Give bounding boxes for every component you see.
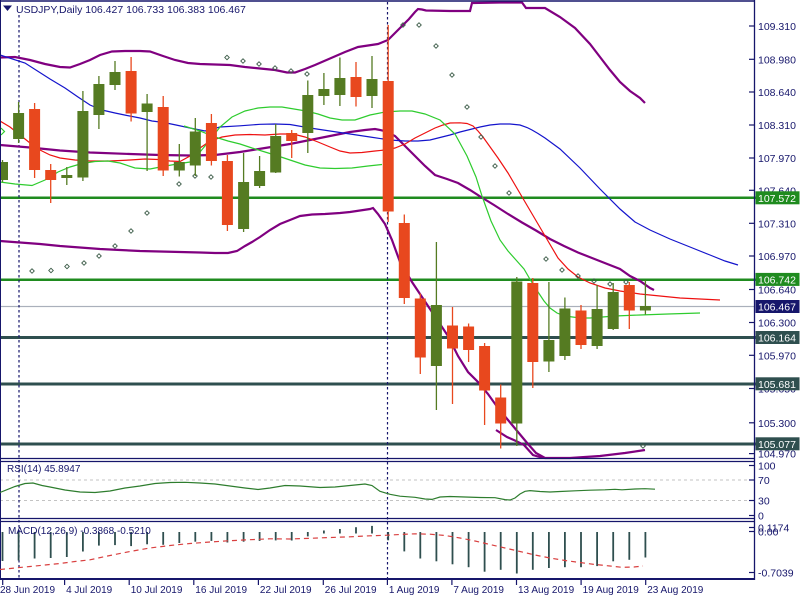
svg-text:28 Jun 2019: 28 Jun 2019 xyxy=(0,585,55,596)
svg-text:107.572: 107.572 xyxy=(758,193,796,205)
svg-text:109.310: 109.310 xyxy=(758,21,796,33)
svg-text:13 Aug 2019: 13 Aug 2019 xyxy=(518,585,575,596)
svg-text:100: 100 xyxy=(758,461,776,473)
svg-text:105.300: 105.300 xyxy=(758,418,796,430)
svg-text:108.640: 108.640 xyxy=(758,87,796,99)
svg-text:30: 30 xyxy=(758,496,770,508)
svg-text:107.970: 107.970 xyxy=(758,153,796,165)
svg-text:RSI(14) 45.8947: RSI(14) 45.8947 xyxy=(7,464,81,475)
svg-text:70: 70 xyxy=(758,475,770,487)
svg-text:22 Jul 2019: 22 Jul 2019 xyxy=(260,585,312,596)
svg-text:106.300: 106.300 xyxy=(758,318,796,330)
svg-text:1 Aug 2019: 1 Aug 2019 xyxy=(389,585,440,596)
svg-text:0.1174: 0.1174 xyxy=(758,523,789,535)
svg-text:106.640: 106.640 xyxy=(758,285,796,297)
svg-text:106.742: 106.742 xyxy=(758,274,796,286)
svg-text:MACD(12,26,9) -0.3868 -0.5210: MACD(12,26,9) -0.3868 -0.5210 xyxy=(8,526,151,537)
svg-text:0.00: 0.00 xyxy=(758,527,779,539)
svg-text:7 Aug 2019: 7 Aug 2019 xyxy=(453,585,504,596)
svg-text:105.681: 105.681 xyxy=(758,379,796,391)
svg-text:108.980: 108.980 xyxy=(758,54,796,66)
svg-text:-0.7039: -0.7039 xyxy=(758,568,794,580)
svg-text:106.970: 106.970 xyxy=(758,251,796,263)
svg-text:108.310: 108.310 xyxy=(758,120,796,132)
svg-text:16 Jul 2019: 16 Jul 2019 xyxy=(195,585,247,596)
svg-text:USDJPY,Daily 106.427 106.733: USDJPY,Daily 106.427 106.733 106.383 106… xyxy=(16,4,246,16)
svg-text:106.467: 106.467 xyxy=(758,302,796,314)
svg-text:19 Aug 2019: 19 Aug 2019 xyxy=(583,585,640,596)
svg-text:23 Aug 2019: 23 Aug 2019 xyxy=(647,585,704,596)
svg-text:26 Jul 2019: 26 Jul 2019 xyxy=(325,585,377,596)
svg-text:105.970: 105.970 xyxy=(758,350,796,362)
svg-text:105.077: 105.077 xyxy=(758,439,796,451)
svg-text:106.164: 106.164 xyxy=(758,333,796,345)
svg-text:0: 0 xyxy=(758,511,764,523)
svg-text:107.310: 107.310 xyxy=(758,218,796,230)
svg-text:10 Jul 2019: 10 Jul 2019 xyxy=(131,585,183,596)
svg-text:4 Jul 2019: 4 Jul 2019 xyxy=(66,585,113,596)
svg-text:104.970: 104.970 xyxy=(758,449,796,461)
